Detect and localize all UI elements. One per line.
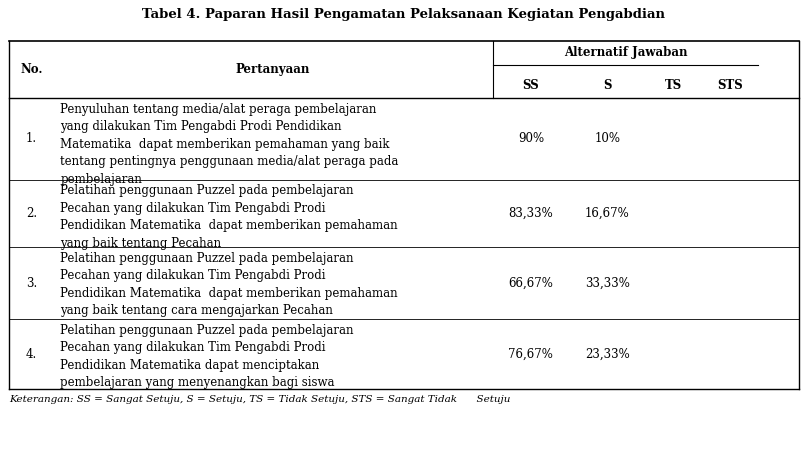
Text: S: S <box>603 79 612 92</box>
Text: Tabel 4. Paparan Hasil Pengamatan Pelaksanaan Kegiatan Pengabdian: Tabel 4. Paparan Hasil Pengamatan Pelaks… <box>142 8 666 22</box>
Text: 83,33%: 83,33% <box>508 207 553 220</box>
Text: 2.: 2. <box>26 207 37 220</box>
Text: 66,67%: 66,67% <box>508 277 553 290</box>
Text: 4.: 4. <box>26 348 37 360</box>
Text: 23,33%: 23,33% <box>585 348 629 360</box>
Text: 1.: 1. <box>26 132 37 146</box>
Text: Pertanyaan: Pertanyaan <box>236 63 310 76</box>
Text: Pelatihan penggunaan Puzzel pada pembelajaran
Pecahan yang dilakukan Tim Pengabd: Pelatihan penggunaan Puzzel pada pembela… <box>60 252 398 317</box>
Text: Alternatif Jawaban: Alternatif Jawaban <box>564 46 687 59</box>
Text: 3.: 3. <box>26 277 37 290</box>
Text: TS: TS <box>665 79 683 92</box>
Text: 90%: 90% <box>518 132 544 146</box>
Text: 76,67%: 76,67% <box>508 348 553 360</box>
Text: Penyuluhan tentang media/alat peraga pembelajaran
yang dilakukan Tim Pengabdi Pr: Penyuluhan tentang media/alat peraga pem… <box>60 103 398 186</box>
Text: STS: STS <box>718 79 743 92</box>
Text: 16,67%: 16,67% <box>585 207 629 220</box>
Text: 33,33%: 33,33% <box>585 277 629 290</box>
Text: SS: SS <box>523 79 539 92</box>
Text: Keterangan: SS = Sangat Setuju, S = Setuju, TS = Tidak Setuju, STS = Sangat Tida: Keterangan: SS = Sangat Setuju, S = Setu… <box>10 395 511 403</box>
Text: 10%: 10% <box>595 132 621 146</box>
Text: Pelatihan penggunaan Puzzel pada pembelajaran
Pecahan yang dilakukan Tim Pengabd: Pelatihan penggunaan Puzzel pada pembela… <box>60 184 398 250</box>
Text: No.: No. <box>20 63 43 76</box>
Text: Pelatihan penggunaan Puzzel pada pembelajaran
Pecahan yang dilakukan Tim Pengabd: Pelatihan penggunaan Puzzel pada pembela… <box>60 324 354 389</box>
